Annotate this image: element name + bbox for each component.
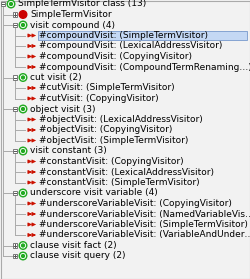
Circle shape [19,11,27,18]
Bar [13,149,17,153]
Text: #compoundVisit: (CompoundTermRenaming…): #compoundVisit: (CompoundTermRenaming…) [39,62,250,71]
Circle shape [21,191,25,195]
Text: #constantVisit: (CopyingVisitor): #constantVisit: (CopyingVisitor) [39,157,184,166]
Text: #constantVisit: (SimpleTermVisitor): #constantVisit: (SimpleTermVisitor) [39,178,200,187]
Text: cut visit (2): cut visit (2) [30,73,82,82]
Text: #underscoreVariableVisit: (NamedVariableVis…): #underscoreVariableVisit: (NamedVariable… [39,210,250,218]
Circle shape [22,108,25,110]
Text: #objectVisit: (SimpleTermVisitor): #objectVisit: (SimpleTermVisitor) [39,136,188,145]
Text: #constantVisit: (LexicalAddressVisitor): #constantVisit: (LexicalAddressVisitor) [39,167,214,177]
Circle shape [10,3,12,6]
Text: clause visit query (2): clause visit query (2) [30,251,126,261]
Circle shape [7,0,15,8]
Circle shape [21,254,25,258]
Text: #underscoreVariableVisit: (CopyingVisitor): #underscoreVariableVisit: (CopyingVisito… [39,199,232,208]
Circle shape [19,105,27,113]
Bar [13,254,17,258]
Text: underscore visit variable (4): underscore visit variable (4) [30,189,158,198]
Circle shape [19,147,27,155]
Circle shape [9,2,13,6]
Bar [13,243,17,248]
Bar [13,23,17,27]
Text: SimpleTermVisitor: SimpleTermVisitor [30,10,112,19]
Text: #compoundVisit: (CopyingVisitor): #compoundVisit: (CopyingVisitor) [39,52,192,61]
Text: #compoundVisit: (SimpleTermVisitor): #compoundVisit: (SimpleTermVisitor) [39,31,208,40]
Text: visit compound (4): visit compound (4) [30,20,115,30]
Circle shape [19,21,27,29]
Bar [13,107,17,111]
Text: object visit (3): object visit (3) [30,105,96,114]
Circle shape [21,75,25,80]
Circle shape [19,189,27,197]
Bar [13,75,17,80]
Text: #underscoreVariableVisit: (VariableAndUnder…): #underscoreVariableVisit: (VariableAndUn… [39,230,250,239]
Circle shape [21,23,25,27]
Circle shape [19,252,27,260]
Bar [38,31,247,40]
Circle shape [19,74,27,81]
Text: #underscoreVariableVisit: (SimpleTermVisitor): #underscoreVariableVisit: (SimpleTermVis… [39,220,248,229]
Bar [1,2,5,6]
Text: clause visit fact (2): clause visit fact (2) [30,241,117,250]
Circle shape [22,23,25,27]
Text: visit constant (3): visit constant (3) [30,146,107,155]
Text: #objectVisit: (LexicalAddressVisitor): #objectVisit: (LexicalAddressVisitor) [39,115,203,124]
Circle shape [21,243,25,248]
Circle shape [22,76,25,79]
Text: #cutVisit: (CopyingVisitor): #cutVisit: (CopyingVisitor) [39,94,159,103]
Bar [13,12,17,17]
Text: #cutVisit: (SimpleTermVisitor): #cutVisit: (SimpleTermVisitor) [39,83,174,93]
Circle shape [21,149,25,153]
Text: #compoundVisit: (LexicalAddressVisitor): #compoundVisit: (LexicalAddressVisitor) [39,42,222,50]
Text: #objectVisit: (CopyingVisitor): #objectVisit: (CopyingVisitor) [39,126,172,134]
Circle shape [22,254,25,258]
Circle shape [22,150,25,152]
Circle shape [19,242,27,249]
Circle shape [22,192,25,194]
Circle shape [22,244,25,247]
Text: SimpleTermVisitor class (13): SimpleTermVisitor class (13) [18,0,146,8]
Bar [13,191,17,195]
Circle shape [21,107,25,111]
